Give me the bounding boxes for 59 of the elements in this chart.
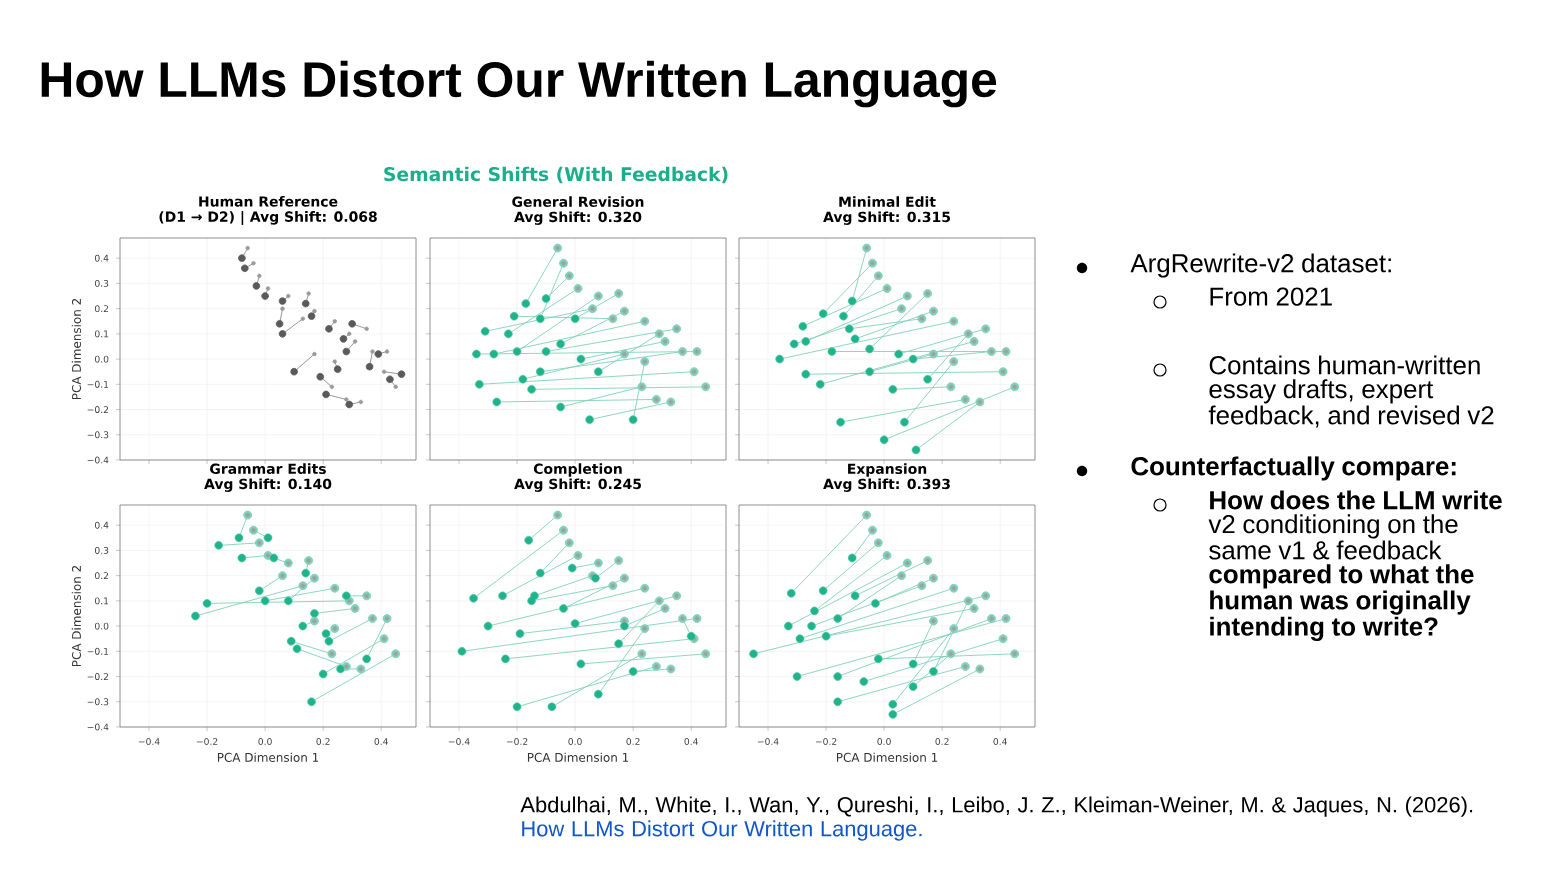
y-axis-title: PCA Dimension 2	[71, 298, 81, 400]
y-tick-label: −0.2	[87, 406, 109, 413]
chart-subtitle: Avg Shift: 0.315	[823, 211, 950, 225]
text: From 2021	[1210, 287, 1332, 306]
x-tick-label: −0.4	[138, 738, 160, 745]
chart-title: Minimal Edit	[839, 196, 936, 208]
y-tick-label: −0.1	[87, 647, 109, 655]
x-tick-label: 0.0	[877, 738, 891, 745]
text: Semantic Shifts (With Feedback)	[384, 166, 728, 184]
y-tick-label: −0.4	[87, 723, 109, 731]
chart-subtitle: Avg Shift: 0.140	[204, 478, 332, 492]
chart-subtitle: Avg Shift: 0.320	[514, 211, 642, 225]
x-tick-label: −0.2	[815, 738, 837, 745]
y-tick-label: 0.2	[94, 572, 109, 580]
y-tick-label: 0.0	[94, 622, 109, 630]
y-tick-label: −0.1	[87, 380, 109, 388]
x-axis-title: PCA Dimension 1	[217, 752, 319, 762]
y-tick-label: −0.4	[87, 456, 109, 464]
chart-title: General Revision	[512, 196, 644, 208]
text: ArgRewrite-v2 dataset:	[1130, 253, 1391, 278]
x-axis-title: PCA Dimension 1	[527, 752, 629, 762]
x-tick-label: 0.2	[935, 738, 949, 745]
y-axis-title: PCA Dimension 2	[71, 565, 81, 667]
x-tick-label: −0.4	[448, 738, 470, 745]
x-tick-label: −0.2	[196, 738, 218, 745]
chart-subtitle: (D1 → D2) | Avg Shift: 0.068	[159, 211, 377, 225]
chart-title: Grammar Edits	[210, 463, 326, 475]
text: How LLMs Distort Our Written Language	[41, 60, 997, 108]
y-tick-label: 0.4	[94, 521, 109, 529]
x-axis-title: PCA Dimension 1	[836, 752, 938, 762]
x-tick-label: 0.4	[684, 738, 698, 745]
x-tick-label: 0.0	[258, 738, 272, 745]
y-tick-label: 0.1	[94, 330, 109, 338]
text: How LLMs Distort Our Written Language.	[522, 820, 922, 841]
text: Counterfactually compare:	[1131, 456, 1456, 481]
y-tick-label: 0.3	[94, 546, 109, 554]
y-tick-label: −0.2	[87, 673, 109, 681]
x-tick-label: 0.0	[568, 738, 582, 745]
chart-title: Completion	[533, 463, 622, 477]
text: Contains human-written essay drafts, expert feedback, and revised v2	[1208, 355, 1494, 428]
y-tick-label: 0.3	[94, 279, 109, 287]
y-tick-label: 0.0	[94, 355, 109, 363]
x-tick-label: 0.4	[993, 738, 1007, 745]
x-tick-label: −0.2	[506, 738, 528, 745]
chart-title: Human Reference	[199, 195, 338, 207]
y-tick-label: 0.1	[94, 597, 109, 605]
chart-title: Expansion	[848, 463, 927, 477]
y-tick-label: −0.3	[87, 698, 109, 706]
chart-subtitle: Avg Shift: 0.245	[514, 478, 641, 492]
x-tick-label: 0.2	[626, 738, 640, 745]
text: How does the LLM write v2 conditioning on the same v1 & feedback compared to what the human was originally intending to write?	[1208, 490, 1502, 642]
y-tick-label: −0.3	[87, 431, 109, 439]
y-tick-label: 0.4	[94, 254, 109, 262]
x-tick-label: 0.2	[316, 738, 330, 745]
chart-subtitle: Avg Shift: 0.393	[823, 478, 950, 492]
y-tick-label: 0.2	[94, 305, 109, 313]
text: Abdulhai, M., White, I., Wan, Y., Qureshi, I., Leibo, J. Z., Kleiman-Weiner, M. & Jaques, N. (2026).	[520, 796, 1473, 817]
x-tick-label: −0.4	[757, 738, 779, 745]
x-tick-label: 0.4	[374, 738, 388, 745]
